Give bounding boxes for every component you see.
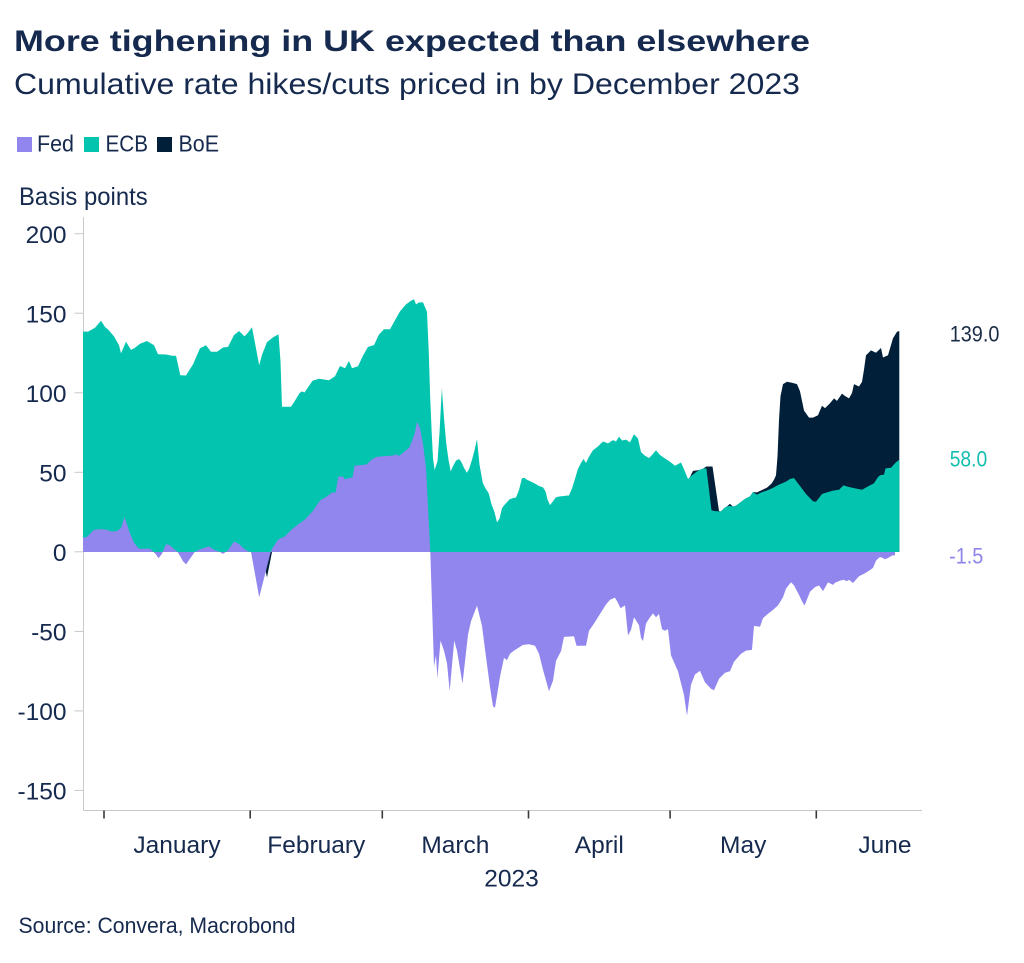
svg-text:-1.5: -1.5: [949, 544, 983, 569]
svg-text:Cumulative rate hikes/cuts pri: Cumulative rate hikes/cuts priced in by …: [14, 68, 800, 101]
svg-text:Basis points: Basis points: [19, 183, 148, 211]
svg-text:ECB: ECB: [106, 131, 149, 157]
svg-text:May: May: [720, 832, 767, 859]
svg-text:January: January: [133, 832, 221, 859]
svg-text:June: June: [858, 832, 911, 859]
svg-text:Fed: Fed: [37, 131, 74, 157]
svg-text:-100: -100: [17, 699, 66, 726]
svg-text:BoE: BoE: [179, 131, 220, 157]
svg-text:100: 100: [26, 381, 67, 408]
svg-text:50: 50: [39, 461, 66, 488]
svg-text:150: 150: [26, 302, 67, 329]
svg-text:April: April: [575, 832, 624, 859]
svg-text:More tighening in UK expected: More tighening in UK expected than elsew…: [14, 25, 810, 58]
svg-text:58.0: 58.0: [950, 447, 988, 472]
svg-text:0: 0: [53, 540, 67, 567]
svg-text:March: March: [421, 832, 489, 859]
svg-text:139.0: 139.0: [950, 322, 1000, 347]
svg-text:200: 200: [26, 222, 67, 249]
svg-text:Source: Convera, Macrobond: Source: Convera, Macrobond: [19, 913, 296, 938]
svg-text:February: February: [267, 832, 366, 859]
svg-text:-50: -50: [31, 620, 66, 647]
svg-text:2023: 2023: [484, 866, 539, 893]
svg-text:-150: -150: [17, 779, 66, 806]
